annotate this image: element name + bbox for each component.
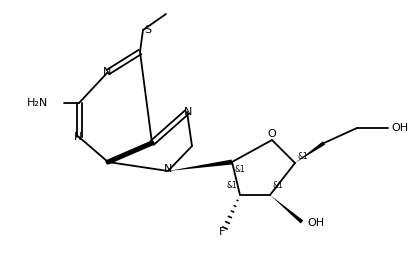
Polygon shape <box>270 195 303 224</box>
Text: O: O <box>268 129 276 139</box>
Text: N: N <box>74 132 82 142</box>
Text: S: S <box>144 25 151 35</box>
Text: N: N <box>103 67 111 77</box>
Polygon shape <box>295 141 325 163</box>
Text: F: F <box>219 227 225 237</box>
Text: N: N <box>184 107 192 117</box>
Text: &1: &1 <box>227 181 237 190</box>
Polygon shape <box>168 160 232 171</box>
Text: &1: &1 <box>234 164 245 174</box>
Text: &1: &1 <box>273 181 283 190</box>
Text: OH: OH <box>391 123 408 133</box>
Text: &1: &1 <box>298 152 308 161</box>
Text: N: N <box>164 164 172 174</box>
Text: OH: OH <box>307 218 324 228</box>
Text: H₂N: H₂N <box>27 98 48 108</box>
